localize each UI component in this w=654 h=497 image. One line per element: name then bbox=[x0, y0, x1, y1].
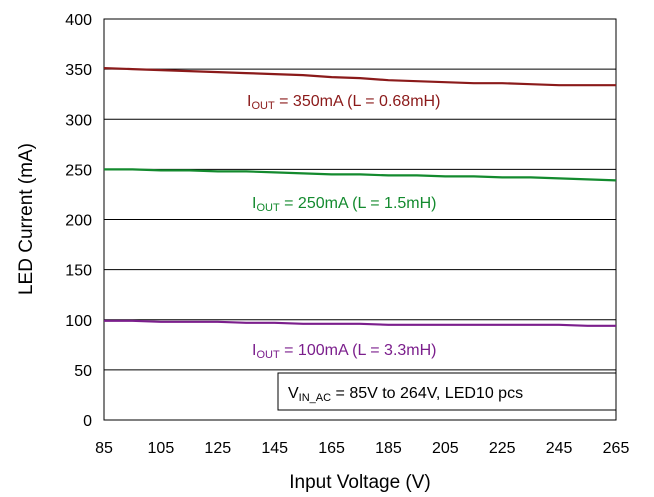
series-line bbox=[104, 168, 617, 182]
series-label: IOUT = 350mA (L = 0.68mH) bbox=[247, 93, 440, 112]
y-tick-label: 400 bbox=[65, 12, 92, 29]
x-tick-label: 225 bbox=[489, 440, 516, 457]
conditions-note-box bbox=[277, 372, 617, 411]
conditions-note: VIN_AC = 85V to 264V, LED10 pcs bbox=[277, 372, 617, 411]
y-tick-label: 150 bbox=[65, 263, 92, 280]
y-axis-ticks: 0 50 100 150 200 250 300 350 400 bbox=[65, 12, 92, 430]
series-line bbox=[103, 67, 616, 87]
series-lines bbox=[103, 67, 617, 327]
y-tick-label: 350 bbox=[65, 62, 92, 79]
plot-frame bbox=[103, 18, 617, 421]
series-label: IOUT = 100mA (L = 3.3mH) bbox=[252, 342, 437, 361]
series-label-bg bbox=[246, 337, 496, 361]
y-tick-label: 200 bbox=[65, 213, 92, 230]
series-line bbox=[104, 319, 616, 327]
y-tick-label: 100 bbox=[65, 313, 92, 330]
series-label-bg bbox=[241, 88, 501, 112]
x-axis-ticks: 85 105 125 145 165 185 205 225 245 265 bbox=[95, 440, 629, 457]
x-tick-label: 145 bbox=[261, 440, 288, 457]
plot-border bbox=[103, 18, 617, 421]
series-labels: IOUT = 350mA (L = 0.68mH) IOUT = 250mA (L… bbox=[241, 88, 501, 361]
conditions-note-text: VIN_AC = 85V to 264V, LED10 pcs bbox=[288, 385, 523, 404]
conditions-note-main: V bbox=[288, 385, 299, 402]
x-tick-label: 265 bbox=[603, 440, 630, 457]
y-axis-title: LED Current (mA) bbox=[16, 143, 37, 295]
series-label: IOUT = 250mA (L = 1.5mH) bbox=[252, 195, 437, 214]
x-tick-label: 85 bbox=[95, 440, 113, 457]
x-tick-label: 205 bbox=[432, 440, 459, 457]
series-label-bg bbox=[246, 190, 496, 214]
x-tick-label: 105 bbox=[148, 440, 175, 457]
y-tick-label: 0 bbox=[83, 413, 92, 430]
x-tick-label: 185 bbox=[375, 440, 402, 457]
x-axis-title: Input Voltage (V) bbox=[289, 472, 431, 493]
x-tick-label: 165 bbox=[318, 440, 345, 457]
y-tick-label: 300 bbox=[65, 112, 92, 129]
x-tick-label: 125 bbox=[204, 440, 231, 457]
y-tick-label: 250 bbox=[65, 162, 92, 179]
conditions-note-rest: = 85V to 264V, LED10 pcs bbox=[331, 385, 523, 402]
x-tick-label: 245 bbox=[546, 440, 573, 457]
y-tick-label: 50 bbox=[74, 363, 92, 380]
conditions-note-sub: IN_AC bbox=[299, 392, 331, 404]
